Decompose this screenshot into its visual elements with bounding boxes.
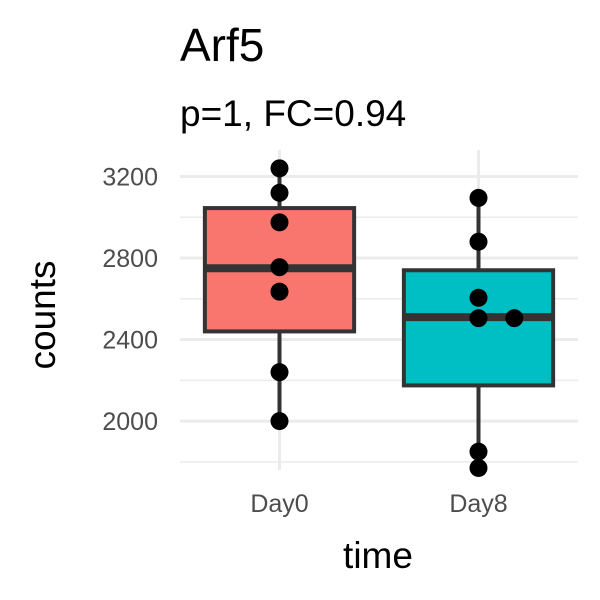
data-point (270, 258, 289, 277)
y-tick-label: 3200 (102, 163, 158, 191)
data-point (505, 309, 524, 328)
y-tick-label: 2800 (102, 245, 158, 273)
data-point (270, 213, 289, 232)
data-point (469, 442, 488, 461)
x-tick-label: Day8 (449, 490, 507, 518)
data-point (469, 458, 488, 477)
points (270, 159, 524, 477)
box-day8 (401, 268, 556, 388)
x-axis-ticks: Day0 Day8 (250, 490, 507, 518)
data-point (270, 183, 289, 202)
y-axis-ticks: 2000 2400 2800 3200 (102, 163, 158, 436)
chart-subtitle: p=1, FC=0.94 (180, 93, 407, 134)
y-tick-label: 2400 (102, 327, 158, 355)
data-point (270, 412, 289, 431)
x-tick-label: Day0 (250, 490, 308, 518)
data-point (270, 363, 289, 382)
data-point (469, 288, 488, 307)
boxes (202, 168, 556, 468)
data-point (469, 309, 488, 328)
y-axis-title: counts (22, 260, 63, 369)
data-point (469, 188, 488, 207)
data-point (270, 159, 289, 178)
data-point (469, 232, 488, 251)
x-axis-title: time (343, 535, 413, 576)
y-tick-label: 2000 (102, 408, 158, 436)
data-point (270, 282, 289, 301)
chart-title: Arf5 (180, 19, 265, 71)
